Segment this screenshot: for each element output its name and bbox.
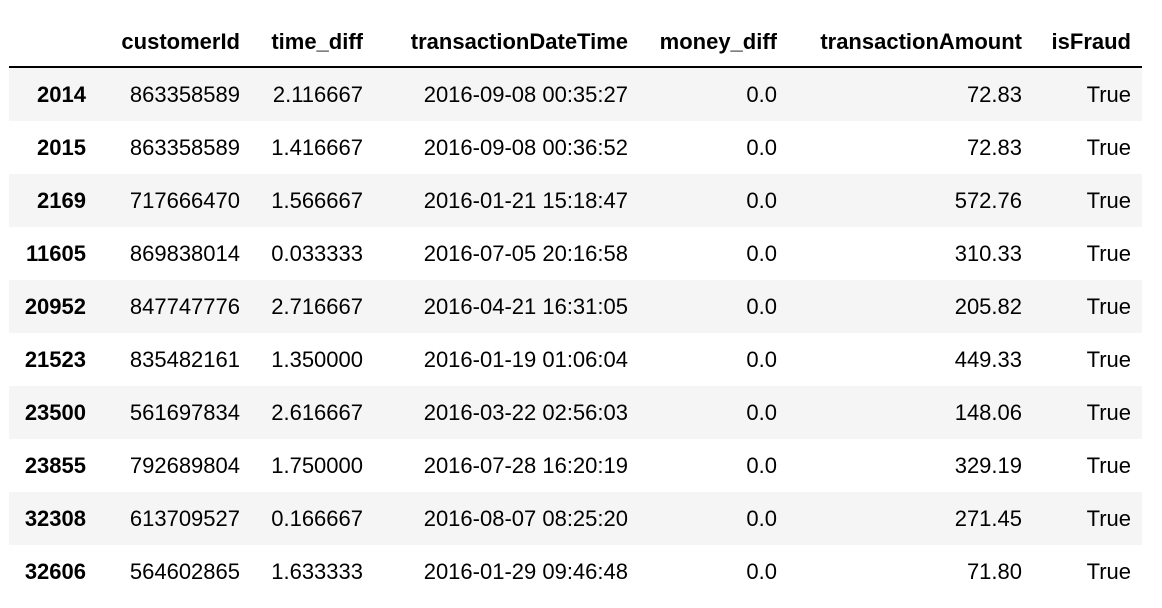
cell-customerId: 835482161 xyxy=(129,346,240,372)
header-transactionDateTime: transactionDateTime xyxy=(374,18,639,68)
header-row: customerId time_diff transactionDateTime… xyxy=(9,18,1142,68)
cell-isFraud: True xyxy=(1086,293,1131,319)
cell-time_diff: 1.566667 xyxy=(271,187,363,213)
header-money_diff: money_diff xyxy=(639,18,788,68)
cell-money_diff: 0.0 xyxy=(746,452,777,478)
header-time_diff: time_diff xyxy=(251,18,374,68)
row-index: 21523 xyxy=(24,346,86,372)
cell-customerId: 613709527 xyxy=(129,505,240,531)
cell-transactionAmount: 72.83 xyxy=(966,134,1022,160)
cell-money_diff: 0.0 xyxy=(746,134,777,160)
table-row: 23855 792689804 1.750000 2016-07-28 16:20:1… xyxy=(9,439,1142,492)
row-index: 32606 xyxy=(24,558,86,584)
cell-transactionDateTime: 2016-01-19 01:06:04 xyxy=(423,346,628,372)
cell-isFraud: True xyxy=(1086,134,1131,160)
cell-transactionDateTime: 2016-03-22 02:56:03 xyxy=(423,399,628,425)
row-index: 20952 xyxy=(24,293,86,319)
cell-isFraud: True xyxy=(1086,558,1131,584)
cell-transactionAmount: 71.80 xyxy=(966,558,1022,584)
cell-customerId: 564602865 xyxy=(129,558,240,584)
table-row: 32606 564602865 1.633333 2016-01-29 09:46:4… xyxy=(9,545,1142,598)
cell-money_diff: 0.0 xyxy=(746,187,777,213)
cell-money_diff: 0.0 xyxy=(746,240,777,266)
cell-money_diff: 0.0 xyxy=(746,399,777,425)
row-index: 2014 xyxy=(37,81,86,107)
cell-customerId: 863358589 xyxy=(129,134,240,160)
cell-transactionAmount: 72.83 xyxy=(966,81,1022,107)
cell-isFraud: True xyxy=(1086,399,1131,425)
cell-transactionDateTime: 2016-09-08 00:35:27 xyxy=(423,81,628,107)
cell-isFraud: True xyxy=(1086,452,1131,478)
header-index xyxy=(9,18,97,68)
cell-transactionAmount: 205.82 xyxy=(954,293,1022,319)
cell-isFraud: True xyxy=(1086,346,1131,372)
cell-money_diff: 0.0 xyxy=(746,293,777,319)
cell-transactionDateTime: 2016-07-05 20:16:58 xyxy=(423,240,628,266)
table-body: 2014 863358589 2.116667 2016-09-08 00:35:27… xyxy=(9,67,1142,598)
cell-transactionAmount: 271.45 xyxy=(954,505,1022,531)
cell-transactionDateTime: 2016-04-21 16:31:05 xyxy=(423,293,628,319)
cell-customerId: 561697834 xyxy=(129,399,240,425)
dataframe-table: customerId time_diff transactionDateTime… xyxy=(9,18,1142,598)
cell-transactionAmount: 449.33 xyxy=(954,346,1022,372)
header-isFraud: isFraud xyxy=(1033,18,1142,68)
table-row: 23500 561697834 2.616667 2016-03-22 02:56:0… xyxy=(9,386,1142,439)
cell-customerId: 863358589 xyxy=(129,81,240,107)
table-row: 2015 863358589 1.416667 2016-09-08 00:36:52… xyxy=(9,121,1142,174)
table-row: 32308 613709527 0.166667 2016-08-07 08:25:2… xyxy=(9,492,1142,545)
cell-transactionDateTime: 2016-08-07 08:25:20 xyxy=(423,505,628,531)
cell-transactionAmount: 148.06 xyxy=(954,399,1022,425)
cell-customerId: 847747776 xyxy=(129,293,240,319)
table-row: 20952 847747776 2.716667 2016-04-21 16:31:0… xyxy=(9,280,1142,333)
cell-time_diff: 0.166667 xyxy=(271,505,363,531)
cell-money_diff: 0.0 xyxy=(746,558,777,584)
cell-money_diff: 0.0 xyxy=(746,505,777,531)
row-index: 11605 xyxy=(26,240,86,266)
cell-isFraud: True xyxy=(1086,187,1131,213)
cell-transactionDateTime: 2016-01-29 09:46:48 xyxy=(423,558,628,584)
cell-money_diff: 0.0 xyxy=(746,346,777,372)
cell-isFraud: True xyxy=(1086,505,1131,531)
cell-transactionAmount: 329.19 xyxy=(954,452,1022,478)
table-row: 2169 717666470 1.566667 2016-01-21 15:18:47… xyxy=(9,174,1142,227)
cell-transactionDateTime: 2016-07-28 16:20:19 xyxy=(423,452,628,478)
cell-transactionDateTime: 2016-09-08 00:36:52 xyxy=(423,134,628,160)
header-transactionAmount: transactionAmount xyxy=(788,18,1033,68)
cell-customerId: 869838014 xyxy=(129,240,240,266)
table-row: 21523 835482161 1.350000 2016-01-19 01:06:0… xyxy=(9,333,1142,386)
cell-transactionAmount: 310.33 xyxy=(954,240,1022,266)
cell-isFraud: True xyxy=(1086,81,1131,107)
cell-customerId: 717666470 xyxy=(129,187,240,213)
table-header: customerId time_diff transactionDateTime… xyxy=(9,18,1142,68)
cell-time_diff: 2.716667 xyxy=(271,293,363,319)
cell-isFraud: True xyxy=(1086,240,1131,266)
cell-time_diff: 1.750000 xyxy=(271,452,363,478)
cell-customerId: 792689804 xyxy=(129,452,240,478)
cell-transactionAmount: 572.76 xyxy=(954,187,1022,213)
row-index: 23500 xyxy=(24,399,86,425)
row-index: 32308 xyxy=(24,505,86,531)
row-index: 23855 xyxy=(24,452,86,478)
cell-time_diff: 2.616667 xyxy=(271,399,363,425)
cell-time_diff: 0.033333 xyxy=(271,240,363,266)
table-row: 11605 869838014 0.033333 2016-07-05 20:16:5… xyxy=(9,227,1142,280)
row-index: 2169 xyxy=(37,187,86,213)
row-index: 2015 xyxy=(37,134,86,160)
cell-time_diff: 1.350000 xyxy=(271,346,363,372)
cell-time_diff: 1.633333 xyxy=(271,558,363,584)
dataframe-output: customerId time_diff transactionDateTime… xyxy=(9,18,1142,598)
cell-time_diff: 2.116667 xyxy=(272,81,363,107)
cell-transactionDateTime: 2016-01-21 15:18:47 xyxy=(423,187,628,213)
table-row: 2014 863358589 2.116667 2016-09-08 00:35:27… xyxy=(9,67,1142,121)
cell-money_diff: 0.0 xyxy=(746,81,777,107)
header-customerId: customerId xyxy=(97,18,251,68)
cell-time_diff: 1.416667 xyxy=(271,134,363,160)
